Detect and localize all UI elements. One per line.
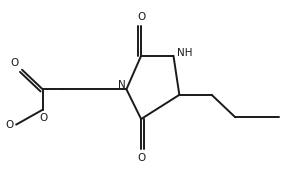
Text: N: N: [118, 80, 125, 90]
Text: O: O: [39, 113, 48, 123]
Text: O: O: [137, 153, 145, 163]
Text: NH: NH: [178, 48, 193, 58]
Text: O: O: [11, 58, 19, 68]
Text: O: O: [5, 120, 13, 130]
Text: O: O: [137, 12, 145, 22]
